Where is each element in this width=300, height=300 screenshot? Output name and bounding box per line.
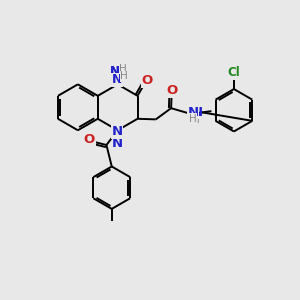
Text: Cl: Cl (227, 66, 240, 80)
Text: N: N (192, 106, 203, 119)
Text: O: O (166, 82, 177, 95)
Text: N: N (110, 65, 120, 78)
Text: N: N (112, 74, 122, 86)
Text: N: N (112, 125, 123, 138)
Text: H: H (120, 71, 128, 81)
Text: N: N (112, 137, 123, 150)
Text: N: N (110, 65, 120, 78)
Text: H: H (192, 115, 200, 125)
Text: O: O (83, 133, 94, 146)
Text: O: O (142, 73, 153, 86)
Text: O: O (166, 84, 177, 97)
Text: O: O (141, 74, 153, 87)
Text: Cl: Cl (227, 66, 240, 79)
Text: H: H (189, 114, 197, 124)
Text: H: H (119, 64, 127, 74)
Text: N: N (187, 106, 198, 119)
Text: O: O (84, 133, 95, 146)
